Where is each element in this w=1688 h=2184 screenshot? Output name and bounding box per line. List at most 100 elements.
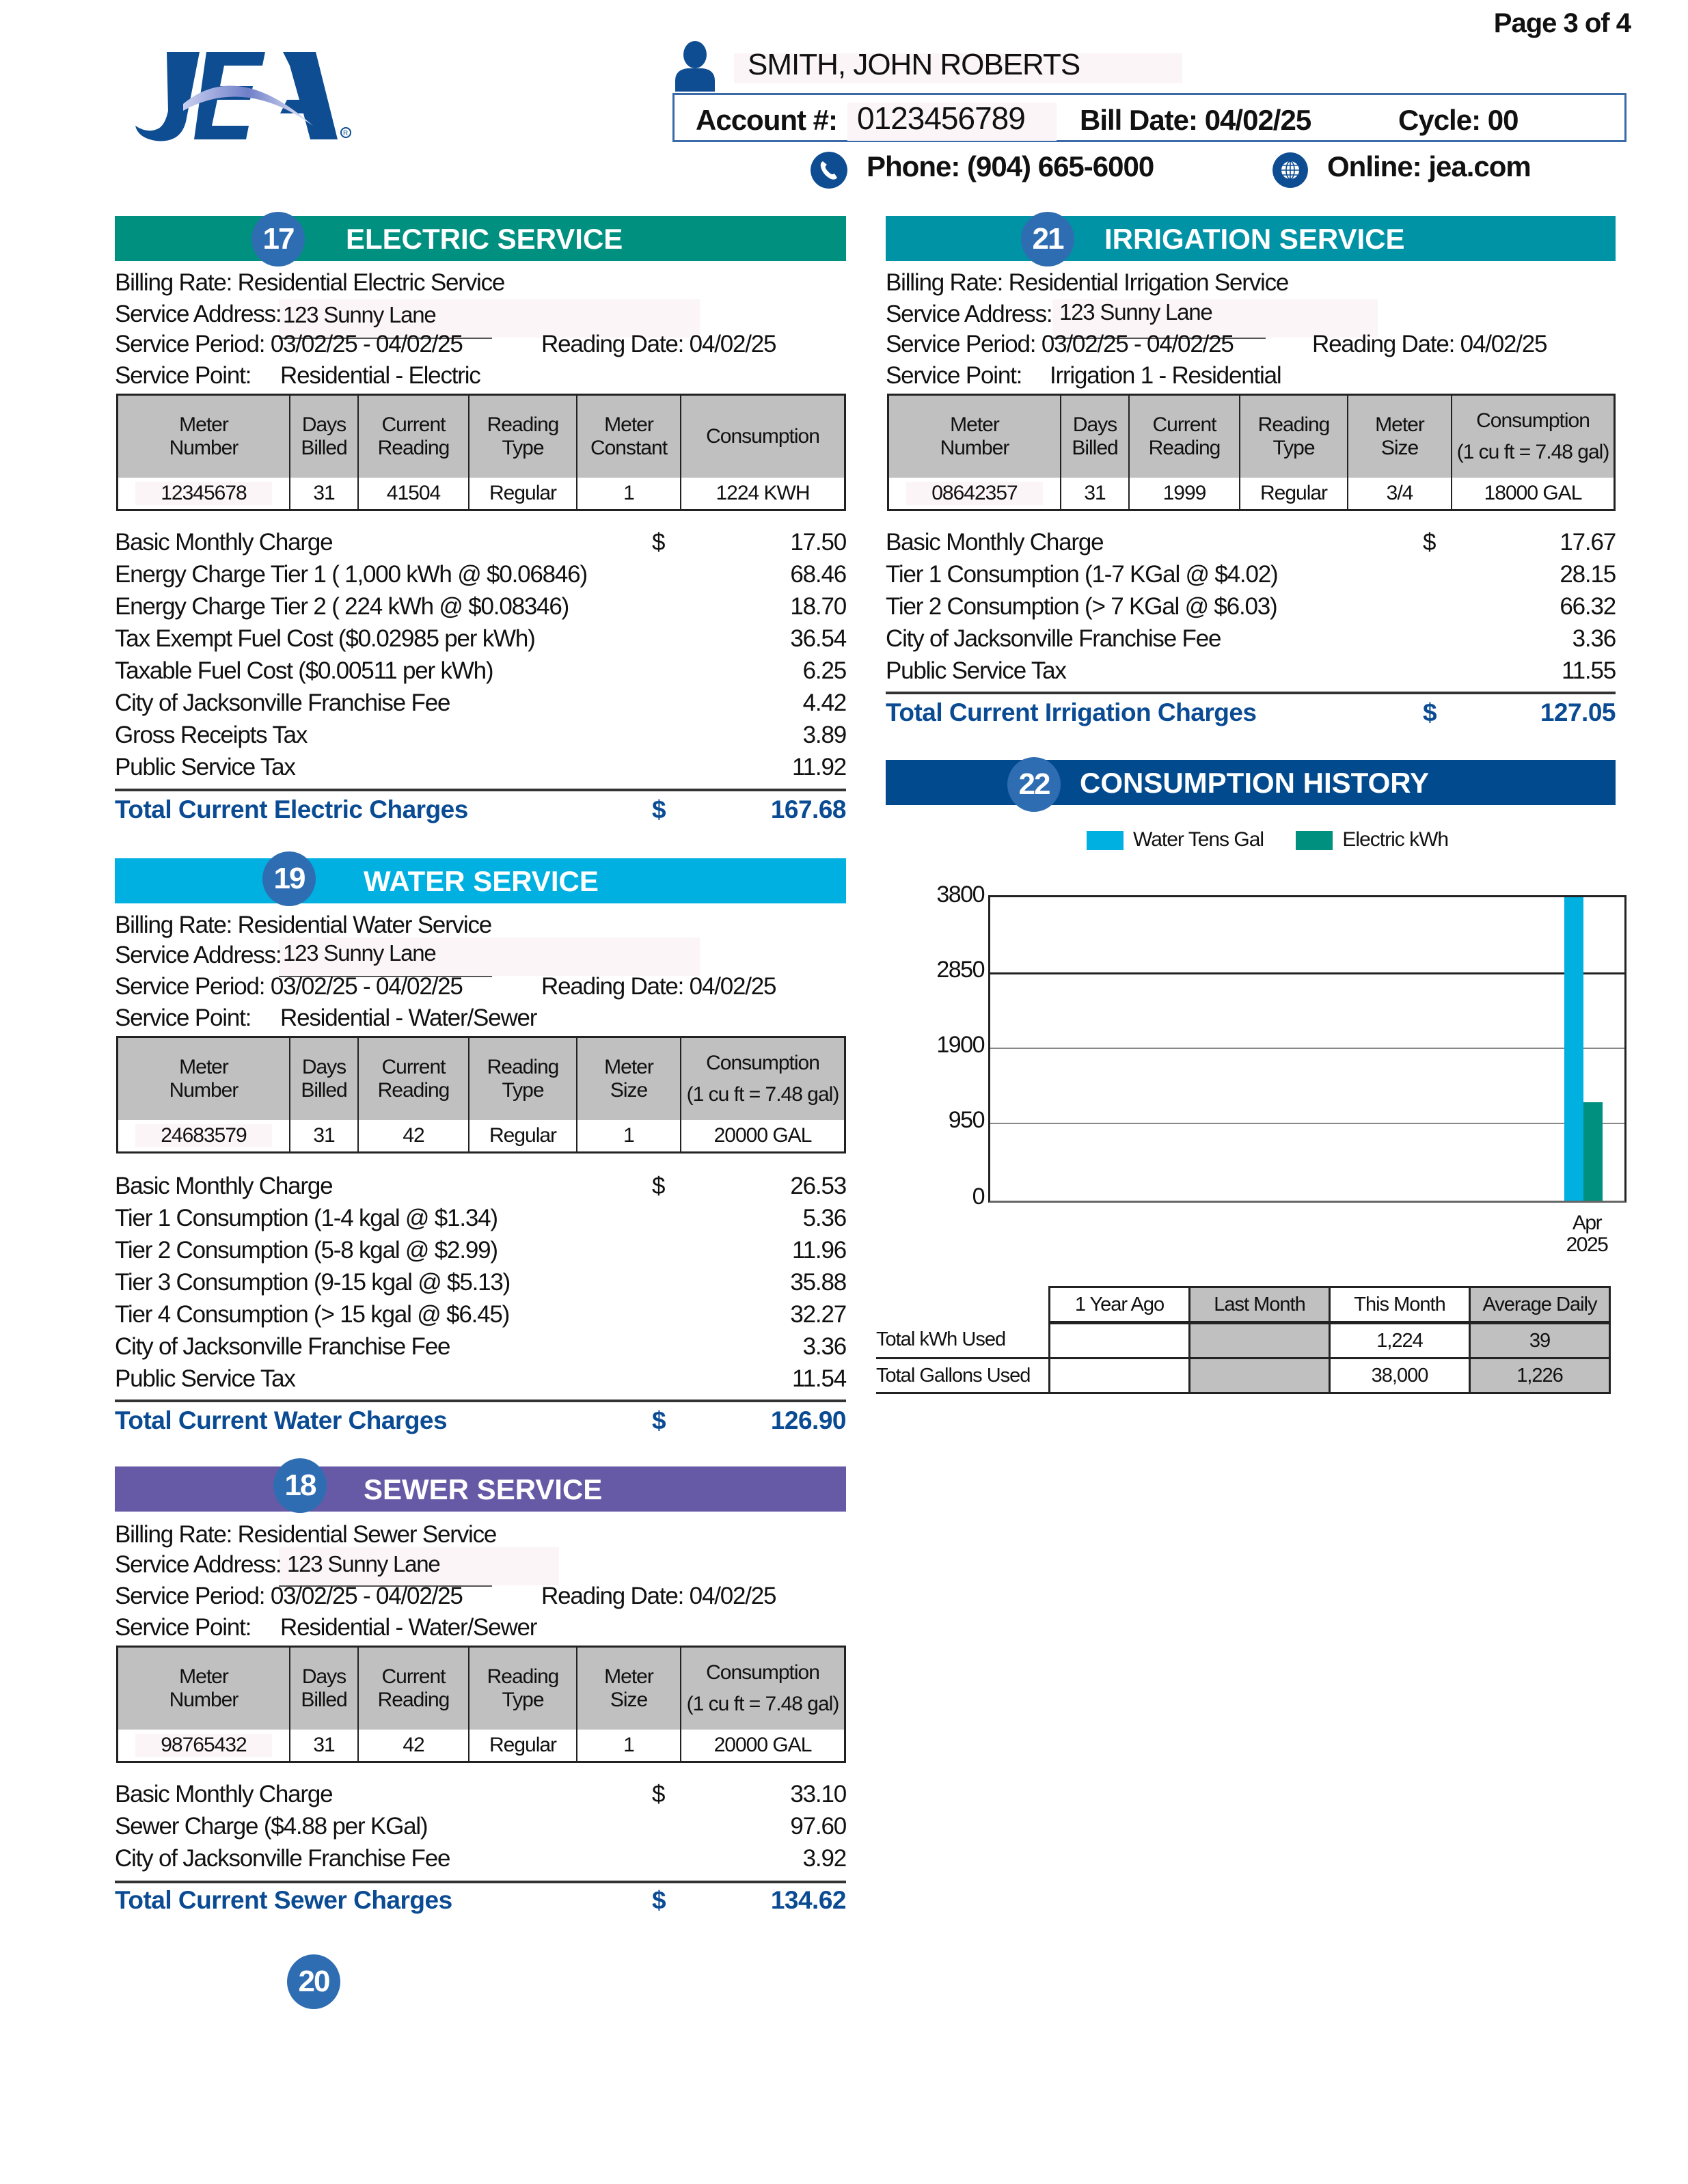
col-meter-number: Meter Number	[116, 1037, 290, 1120]
callout-badge-20: 20	[287, 1954, 340, 2009]
electric-meter-table: Meter Number Days Billed Current Reading…	[116, 394, 846, 511]
charge-line: City of Jacksonville Franchise Fee 3.92	[115, 1845, 847, 1872]
callout-badge: 21	[1021, 212, 1074, 267]
sewer-meter-table: Meter Number Days Billed Current Reading…	[116, 1646, 846, 1763]
charge-line: Energy Charge Tier 2 ( 224 kWh @ $0.0834…	[115, 593, 847, 620]
reading-type: Regular	[468, 478, 577, 511]
irrigation-service-header: 21 IRRIGATION SERVICE	[886, 212, 1616, 267]
col-meter-number: Meter Number	[116, 394, 290, 478]
days-billed: 31	[289, 1120, 359, 1154]
customer-name: SMITH, JOHN ROBERTS	[748, 48, 1080, 81]
address-highlight	[279, 1547, 559, 1585]
row-label: Total Gallons Used	[876, 1358, 1050, 1394]
current-reading: 41504	[357, 478, 469, 511]
callout-badge: 17	[251, 212, 305, 267]
cell: 1,226	[1469, 1358, 1611, 1394]
service-period: Service Period: 03/02/25 - 04/02/25	[115, 331, 463, 357]
address-underline	[279, 1585, 492, 1587]
charge-line: Public Service Tax 11.92	[115, 754, 847, 780]
meter-number: 24683579	[116, 1120, 290, 1154]
phone-number[interactable]: Phone: (904) 665-6000	[867, 150, 1154, 182]
col-meter-size: Meter Size	[576, 1037, 681, 1120]
row-label: Total kWh Used	[876, 1322, 1050, 1359]
y-tick: 1900	[936, 1032, 985, 1058]
page-number: Page 3 of 4	[1493, 8, 1631, 38]
charge-line: Tax Exempt Fuel Cost ($0.02985 per kWh) 3…	[115, 625, 847, 652]
billing-rate: Billing Rate: Residential Electric Servi…	[115, 269, 505, 296]
bar-electric-apr-2025	[1583, 1102, 1603, 1201]
service-point: Residential - Electric	[280, 362, 481, 389]
service-address: 123 Sunny Lane	[1059, 299, 1213, 325]
meter-number: 08642357	[887, 478, 1061, 511]
col-this-month: This Month	[1329, 1286, 1471, 1324]
service-point: Residential - Water/Sewer	[280, 1005, 537, 1031]
y-tick: 0	[972, 1184, 985, 1210]
charge-line: Public Service Tax 11.54	[115, 1365, 847, 1392]
service-period: Service Period: 03/02/25 - 04/02/25	[115, 973, 463, 1000]
phone-icon	[811, 152, 847, 189]
col-current-reading: Current Reading	[357, 1646, 469, 1730]
meter-constant: 1	[576, 478, 681, 511]
electric-swatch-icon	[1296, 831, 1333, 851]
total-label: Total Current Water Charges	[115, 1406, 448, 1434]
dollar-sign: $	[1423, 698, 1437, 726]
corner-cell	[876, 1287, 1050, 1323]
water-service-header: 19 WATER SERVICE	[115, 851, 846, 906]
reading-date: Reading Date: 04/02/25	[541, 331, 777, 357]
section-title: ELECTRIC SERVICE	[346, 223, 623, 255]
account-number: 0123456789	[857, 100, 1026, 136]
callout-badge: 19	[262, 851, 316, 906]
col-average-daily: Average Daily	[1469, 1286, 1611, 1324]
col-reading-type: Reading Type	[1239, 394, 1348, 478]
water-meter-table: Meter Number Days Billed Current Reading…	[116, 1036, 846, 1154]
globe-icon	[1272, 152, 1308, 188]
cell: 1,224	[1329, 1322, 1471, 1359]
sewer-total: Total Current Sewer Charges $ 134.62	[115, 1886, 847, 1920]
address-underline	[1052, 338, 1266, 339]
col-consumption: Consumption (1 cu ft = 7.48 gal)	[1451, 394, 1616, 478]
consumption-chart-plot	[988, 895, 1626, 1203]
charge-line: Sewer Charge ($4.88 per KGal) 97.60	[115, 1813, 847, 1840]
charge-line: Tier 2 Consumption (> 7 KGal @ $6.03) 66.…	[886, 593, 1616, 620]
website-link[interactable]: Online: jea.com	[1327, 150, 1532, 182]
charge-line: Tier 1 Consumption (1-4 kgal @ $1.34) 5.3…	[115, 1205, 847, 1231]
total-label: Total Current Sewer Charges	[115, 1886, 452, 1914]
col-1-year-ago: 1 Year Ago	[1048, 1286, 1190, 1324]
charge-line: Tier 1 Consumption (1-7 KGal @ $4.02) 28.…	[886, 561, 1616, 588]
consumption: 1224 KWH	[680, 478, 846, 511]
sewer-service-header: 18 SEWER SERVICE	[115, 1458, 846, 1513]
total-amount: 167.68	[770, 795, 847, 823]
y-tick: 950	[948, 1107, 985, 1133]
total-divider	[115, 789, 846, 791]
col-meter-number: Meter Number	[116, 1646, 290, 1730]
charge-line: City of Jacksonville Franchise Fee 3.36	[886, 625, 1616, 652]
col-reading-type: Reading Type	[468, 1646, 577, 1730]
cell	[1048, 1358, 1190, 1394]
charge-line: Taxable Fuel Cost ($0.00511 per kWh) 6.25	[115, 657, 847, 684]
total-divider	[115, 1881, 846, 1883]
person-icon	[675, 41, 715, 92]
address-underline	[279, 976, 492, 977]
total-divider	[115, 1400, 846, 1402]
consumption: 20000 GAL	[680, 1730, 846, 1763]
irrigation-meter-table: Meter Number Days Billed Current Reading…	[887, 394, 1616, 511]
customer-name-highlight	[734, 53, 1182, 83]
service-point: Residential - Water/Sewer	[280, 1614, 537, 1641]
charge-line: City of Jacksonville Franchise Fee 4.42	[115, 690, 847, 716]
total-amount: 127.05	[1540, 698, 1616, 726]
col-reading-type: Reading Type	[468, 394, 577, 478]
total-label: Total Current Electric Charges	[115, 795, 468, 823]
total-amount: 134.62	[770, 1886, 847, 1914]
legend-item-water: Water Tens Gal	[1087, 828, 1268, 851]
service-address-label: Service Address:	[115, 1551, 282, 1578]
meter-size: 3/4	[1347, 478, 1452, 511]
consumption-history-header: 22 CONSUMPTION HISTORY	[886, 757, 1616, 812]
service-address: 123 Sunny Lane	[283, 940, 437, 966]
service-point-label: Service Point:	[115, 362, 251, 389]
col-current-reading: Current Reading	[1128, 394, 1240, 478]
cell: 38,000	[1329, 1358, 1471, 1394]
charge-line: Basic Monthly Charge $17.67	[886, 529, 1616, 556]
charge-line: Public Service Tax 11.55	[886, 657, 1616, 684]
total-amount: 126.90	[770, 1406, 847, 1434]
days-billed: 31	[1060, 478, 1130, 511]
